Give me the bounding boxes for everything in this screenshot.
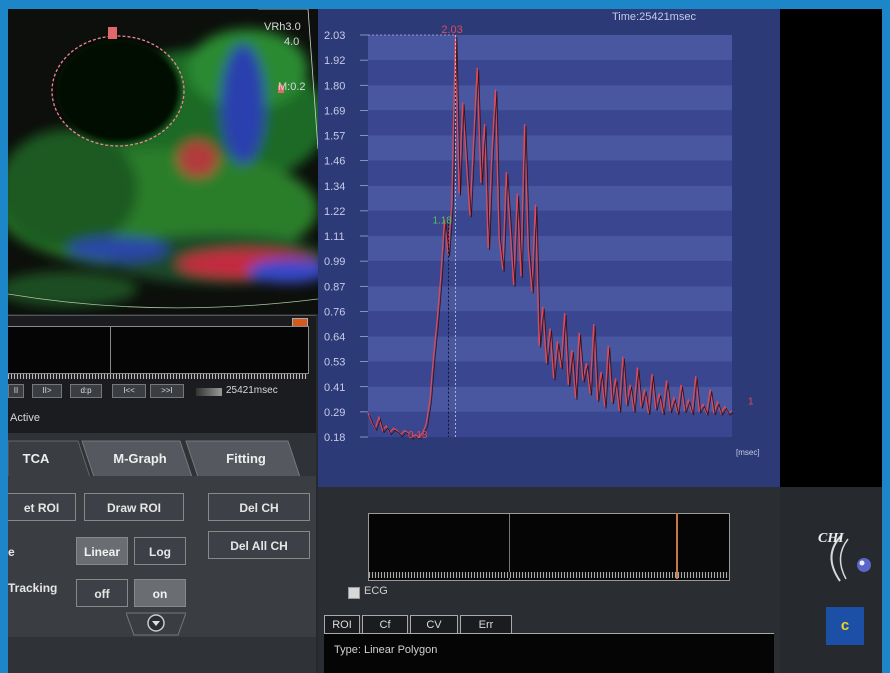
- grid-band: [368, 35, 732, 60]
- tic-chart-svg[interactable]: 2.03 1.92 1.80 1.69 1.57 1.46 1.34 1.22 1.11 0.99…: [318, 9, 780, 487]
- vr-value-label: VRh3.0: [264, 21, 301, 33]
- tab-err[interactable]: Err: [460, 615, 512, 635]
- step-forward-button[interactable]: II>: [32, 384, 62, 398]
- analysis-tab-panel: TCA M-Graph Fitting et ROI Draw ROI Del …: [8, 433, 316, 673]
- pause-button[interactable]: II: [8, 384, 24, 398]
- grid-band: [368, 186, 732, 211]
- grid-band: [368, 337, 732, 362]
- speed-slider[interactable]: [196, 388, 222, 396]
- y-tick-label: 0.87: [324, 281, 345, 293]
- panel-letter-badge: c: [826, 607, 864, 645]
- ecg-end-marker: [676, 513, 678, 579]
- tab-cv[interactable]: CV: [410, 615, 458, 635]
- go-end-button[interactable]: >>I: [150, 384, 184, 398]
- cine-time-readout: 25421msec: [226, 385, 278, 396]
- cine-timeline-box[interactable]: [8, 326, 309, 374]
- tab-roi[interactable]: ROI: [324, 615, 360, 635]
- ecg-checkbox[interactable]: [348, 587, 360, 599]
- chi-logo-text: CHI: [818, 531, 844, 547]
- timeline-cursor: [110, 327, 111, 373]
- gain-value-label: 4.0: [284, 36, 299, 48]
- cine-timeline-panel: II II> d:p I<< >>I 25421msec Active: [8, 315, 316, 434]
- grid-band: [368, 362, 732, 387]
- tracking-on-button[interactable]: on: [134, 579, 186, 607]
- ecg-ticks: [369, 572, 729, 578]
- chevron-down-circle-icon[interactable]: [148, 615, 164, 631]
- chi-logo: CHI: [818, 525, 876, 587]
- grid-band: [368, 286, 732, 311]
- ecg-cursor: [509, 514, 510, 580]
- tracking-off-button[interactable]: off: [76, 579, 128, 607]
- roi-type-text: Type: Linear Polygon: [334, 644, 437, 656]
- y-tick-label: 1.92: [324, 55, 345, 67]
- roi-info-box: Type: Linear Polygon: [324, 633, 774, 673]
- grid-band: [368, 110, 732, 135]
- y-tick-label: 0.41: [324, 382, 345, 394]
- grid-band: [368, 211, 732, 236]
- y-tick-label: 0.29: [324, 407, 345, 419]
- grid-band: [368, 85, 732, 110]
- dp-button[interactable]: d:p: [70, 384, 102, 398]
- tab-tca[interactable]: TCA: [8, 441, 64, 477]
- ecg-label: ECG: [364, 585, 388, 597]
- ultrasound-view[interactable]: VRh3.0 4.0 M:0.2: [8, 9, 318, 314]
- y-tick-label: 1.11: [324, 231, 345, 243]
- tab-cf[interactable]: Cf: [362, 615, 408, 635]
- timeline-ticks: [8, 374, 308, 379]
- y-tick-label: 0.53: [324, 357, 345, 369]
- del-all-ch-button[interactable]: Del All CH: [208, 531, 310, 559]
- y-tick-label: 0.18: [324, 432, 345, 444]
- y-tick-label: 1.34: [324, 181, 345, 193]
- app-window: VRh3.0 4.0 M:0.2 II II> d:p I<< >>I 2542…: [8, 9, 882, 673]
- set-roi-button[interactable]: et ROI: [8, 493, 76, 521]
- grid-band: [368, 236, 732, 261]
- y-tick-label: 1.80: [324, 80, 345, 92]
- tracking-status: Active: [10, 412, 40, 424]
- del-ch-button[interactable]: Del CH: [208, 493, 310, 521]
- y-tick-label: 1.57: [324, 131, 345, 143]
- go-start-button[interactable]: I<<: [112, 384, 146, 398]
- draw-roi-button[interactable]: Draw ROI: [84, 493, 184, 521]
- y-tick-label: 1.46: [324, 156, 345, 168]
- grid-band: [368, 136, 732, 161]
- log-scale-button[interactable]: Log: [134, 537, 186, 565]
- end-value-label: 1: [748, 396, 754, 407]
- ecg-panel: ECG: [318, 487, 780, 613]
- y-tick-label: 1.22: [324, 206, 345, 218]
- y-tick-label: 0.64: [324, 332, 345, 344]
- collapse-tab[interactable]: [126, 609, 186, 637]
- ultrasound-image: [8, 9, 318, 314]
- mi-value-label: M:0.2: [278, 81, 306, 93]
- right-black-panel: [780, 9, 882, 487]
- peak-value-label: 2.03: [441, 24, 462, 36]
- scale-label: e: [8, 545, 15, 559]
- tic-chart: 2.03 1.92 1.80 1.69 1.57 1.46 1.34 1.22 1.11 0.99…: [318, 9, 780, 487]
- linear-scale-button[interactable]: Linear: [76, 537, 128, 565]
- baseline-value-label: 0.18: [408, 430, 428, 441]
- grid-band: [368, 60, 732, 85]
- mid-value-label: 1.18: [432, 216, 452, 227]
- time-readout: Time:25421msec: [612, 11, 696, 23]
- roi-info-panel: ROI Cf CV Err Type: Linear Polygon: [318, 613, 780, 673]
- y-tick-label: 0.99: [324, 256, 345, 268]
- y-tick-label: 0.76: [324, 306, 345, 318]
- y-tick-label: 1.69: [324, 105, 345, 117]
- tab-fitting[interactable]: Fitting: [200, 441, 292, 477]
- grid-band: [368, 261, 732, 286]
- y-tick-label: 2.03: [324, 30, 345, 42]
- x-axis-unit-label: [msec]: [736, 448, 760, 457]
- tab-m-graph[interactable]: M-Graph: [94, 441, 186, 477]
- tracking-label: Tracking: [8, 581, 57, 595]
- grid-band: [368, 161, 732, 186]
